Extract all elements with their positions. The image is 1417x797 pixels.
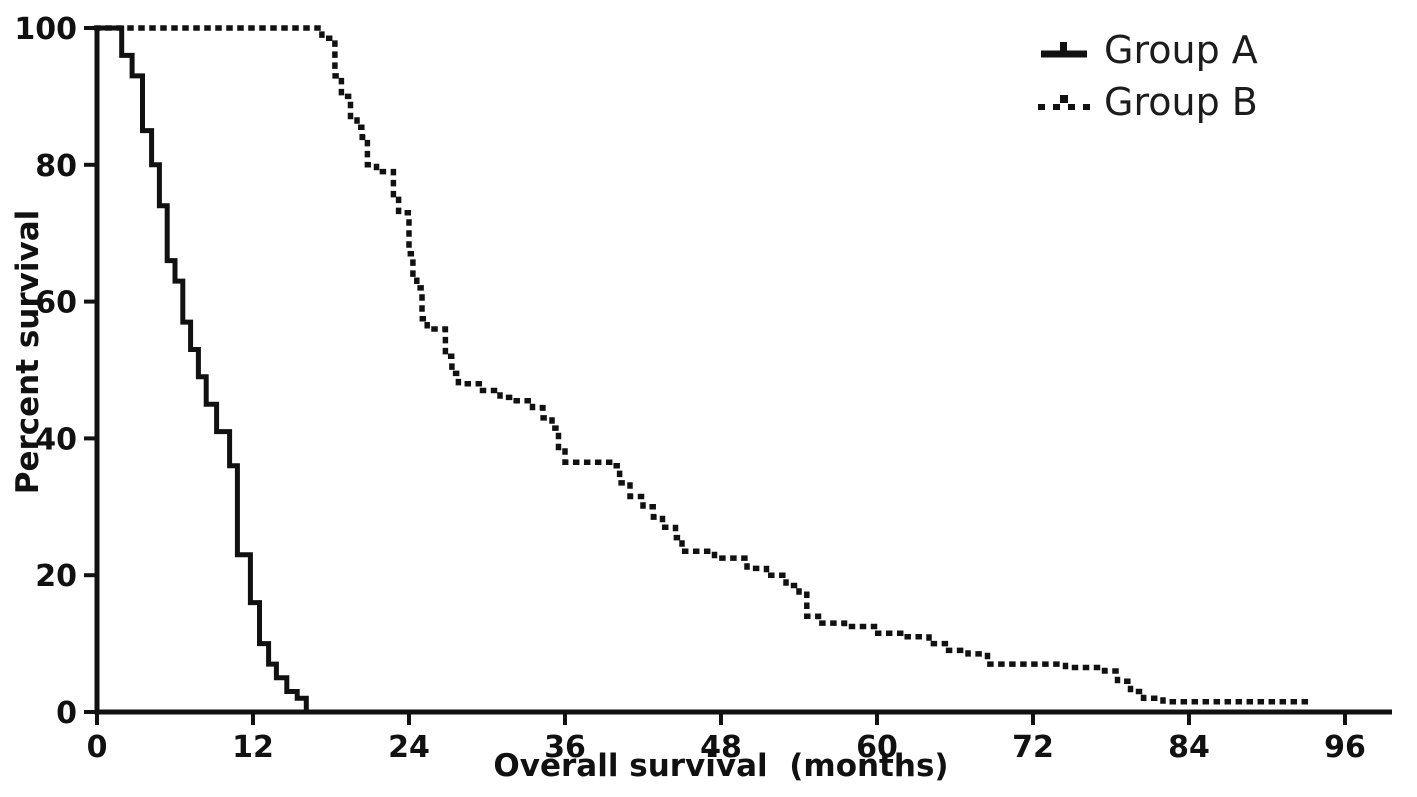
x-tick-label: 24: [388, 730, 430, 765]
y-tick-label: 20: [35, 559, 77, 594]
y-tick-label: 80: [35, 149, 77, 184]
group-b-dotted-line-marker: [1038, 95, 1090, 110]
legend-label-group-a: Group A: [1104, 28, 1258, 72]
x-tick-label: 72: [1012, 730, 1054, 765]
legend-item-group-b: Group B: [1038, 80, 1258, 124]
x-tick-label: 60: [856, 730, 898, 765]
y-tick-label: 60: [35, 286, 77, 321]
series-curve-group-a: [97, 25, 309, 712]
y-tick-label: 0: [56, 696, 77, 731]
y-tick-label: 40: [35, 422, 77, 457]
legend-item-group-a: Group A: [1038, 28, 1258, 72]
series-curve-group-b: [94, 25, 1316, 705]
legend: Group A Group B: [1038, 28, 1258, 124]
x-tick-label: 0: [87, 730, 108, 765]
group-a-solid-line-marker: [1041, 42, 1087, 58]
x-tick-label: 84: [1168, 730, 1210, 765]
x-tick-label: 12: [232, 730, 274, 765]
y-axis-title: Percent survival: [10, 209, 46, 495]
x-tick-label: 96: [1324, 730, 1366, 765]
legend-label-group-b: Group B: [1104, 80, 1258, 124]
x-tick-label: 48: [700, 730, 742, 765]
x-axis-title: Overall survival (months): [493, 748, 949, 784]
x-tick-label: 36: [544, 730, 586, 765]
y-tick-label: 100: [14, 12, 77, 47]
